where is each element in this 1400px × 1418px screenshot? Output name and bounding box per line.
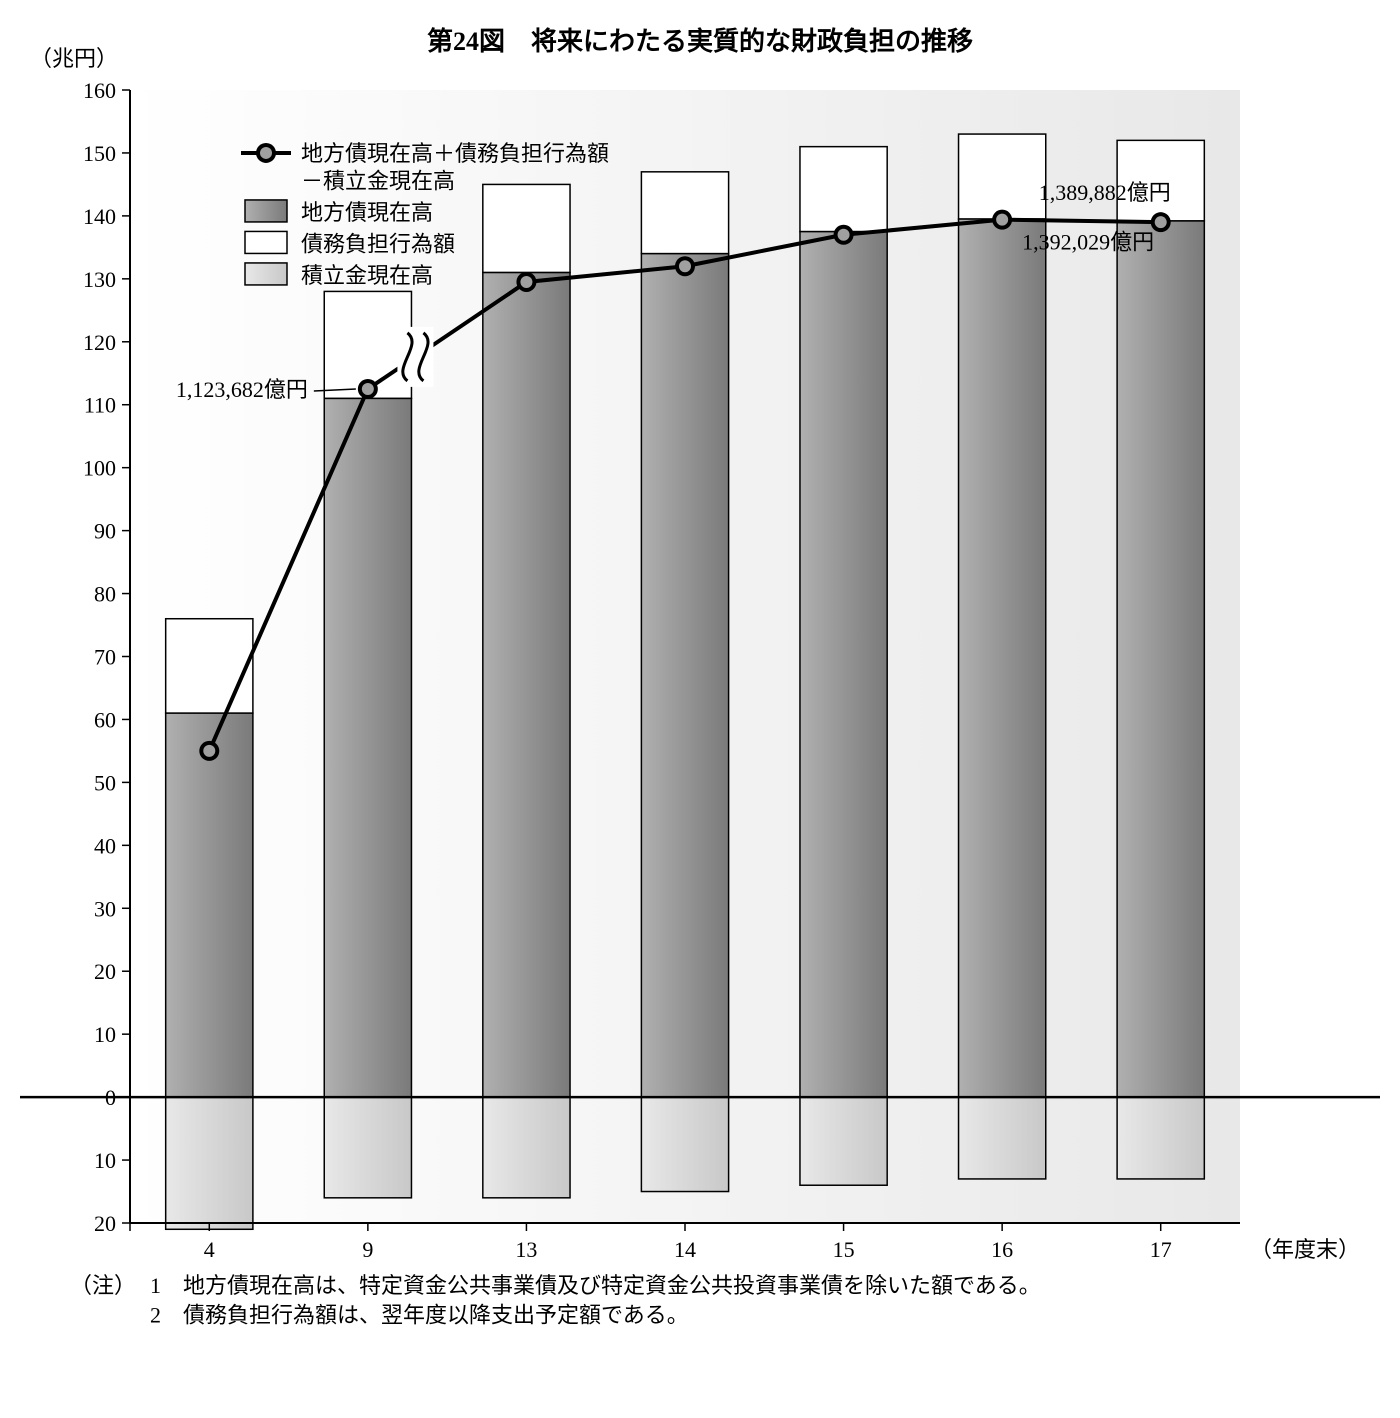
bar-segment-light <box>324 1097 411 1198</box>
y-tick-label: 140 <box>83 204 116 229</box>
line-marker-inner <box>362 383 374 395</box>
y-tick-label: 60 <box>94 707 116 732</box>
bar-segment-light <box>166 1097 253 1229</box>
y-tick-label: 130 <box>83 267 116 292</box>
bar-segment-light <box>483 1097 570 1198</box>
y-axis-label: （兆円） <box>30 46 118 71</box>
chart-container: 第24図 将来にわたる実質的な財政負担の推移（兆円）01020304050607… <box>20 20 1380 1398</box>
chart-title: 第24図 将来にわたる実質的な財政負担の推移 <box>427 26 973 56</box>
line-marker-inner <box>679 260 691 272</box>
x-tick-label: 14 <box>674 1237 696 1262</box>
y-tick-label: 20 <box>94 1211 116 1236</box>
bar-segment-dark <box>166 713 253 1097</box>
legend-swatch <box>245 231 287 253</box>
y-tick-label: 50 <box>94 770 116 795</box>
bar-segment-dark <box>483 273 570 1098</box>
x-tick-label: 9 <box>362 1237 373 1262</box>
x-axis-label: （年度末） <box>1250 1237 1360 1262</box>
bar-segment-dark <box>959 219 1046 1097</box>
y-tick-label: 10 <box>94 1148 116 1173</box>
annotation-label: 1,392,029億円 <box>1022 230 1154 255</box>
bar-segment-light <box>800 1097 887 1185</box>
bar-segment-white <box>959 134 1046 219</box>
legend-label: －積立金現在高 <box>301 168 455 193</box>
bar-segment-light <box>959 1097 1046 1179</box>
footnote-line: 1 地方債現在高は、特定資金公共事業債及び特定資金公共投資事業債を除いた額である… <box>150 1273 1041 1298</box>
y-tick-label: 150 <box>83 141 116 166</box>
legend-label: 債務負担行為額 <box>301 231 455 256</box>
y-tick-label: 100 <box>83 456 116 481</box>
line-marker-inner <box>520 276 532 288</box>
y-tick-label: 110 <box>84 393 116 418</box>
annotation-label: 1,123,682億円 <box>176 377 308 402</box>
x-tick-label: 4 <box>204 1237 215 1262</box>
x-tick-label: 16 <box>991 1237 1013 1262</box>
legend-marker-inner <box>260 147 272 159</box>
y-tick-label: 70 <box>94 645 116 670</box>
footnote-label: （注） <box>70 1273 136 1298</box>
bar-segment-white <box>641 172 728 254</box>
y-tick-label: 80 <box>94 582 116 607</box>
y-tick-label: 30 <box>94 896 116 921</box>
bar-segment-dark <box>800 232 887 1097</box>
line-marker-inner <box>1155 216 1167 228</box>
bar-segment-white <box>166 619 253 713</box>
bar-segment-dark <box>324 398 411 1097</box>
y-tick-label: 10 <box>94 1022 116 1047</box>
chart-svg: 第24図 将来にわたる実質的な財政負担の推移（兆円）01020304050607… <box>20 20 1380 1393</box>
x-tick-label: 17 <box>1150 1237 1172 1262</box>
line-marker-inner <box>203 745 215 757</box>
legend-label: 積立金現在高 <box>301 263 433 288</box>
bar-segment-white <box>483 184 570 272</box>
y-tick-label: 20 <box>94 959 116 984</box>
line-marker-inner <box>996 214 1008 226</box>
y-tick-label: 160 <box>83 78 116 103</box>
annotation-label: 1,389,882億円 <box>1039 180 1171 205</box>
y-tick-label: 120 <box>83 330 116 355</box>
bar-segment-white <box>800 147 887 232</box>
legend-label: 地方債現在高 <box>301 200 433 225</box>
bar-segment-light <box>641 1097 728 1191</box>
x-tick-label: 15 <box>833 1237 855 1262</box>
y-tick-label: 90 <box>94 519 116 544</box>
footnote-line: 2 債務負担行為額は、翌年度以降支出予定額である。 <box>150 1303 689 1328</box>
bar-segment-light <box>1117 1097 1204 1179</box>
bar-segment-dark <box>641 254 728 1097</box>
y-tick-label: 40 <box>94 833 116 858</box>
legend-swatch <box>245 200 287 222</box>
x-tick-label: 13 <box>515 1237 537 1262</box>
bar-segment-dark <box>1117 221 1204 1097</box>
line-marker-inner <box>838 229 850 241</box>
legend-swatch <box>245 263 287 285</box>
legend-label: 地方債現在高＋債務負担行為額 <box>301 141 609 166</box>
